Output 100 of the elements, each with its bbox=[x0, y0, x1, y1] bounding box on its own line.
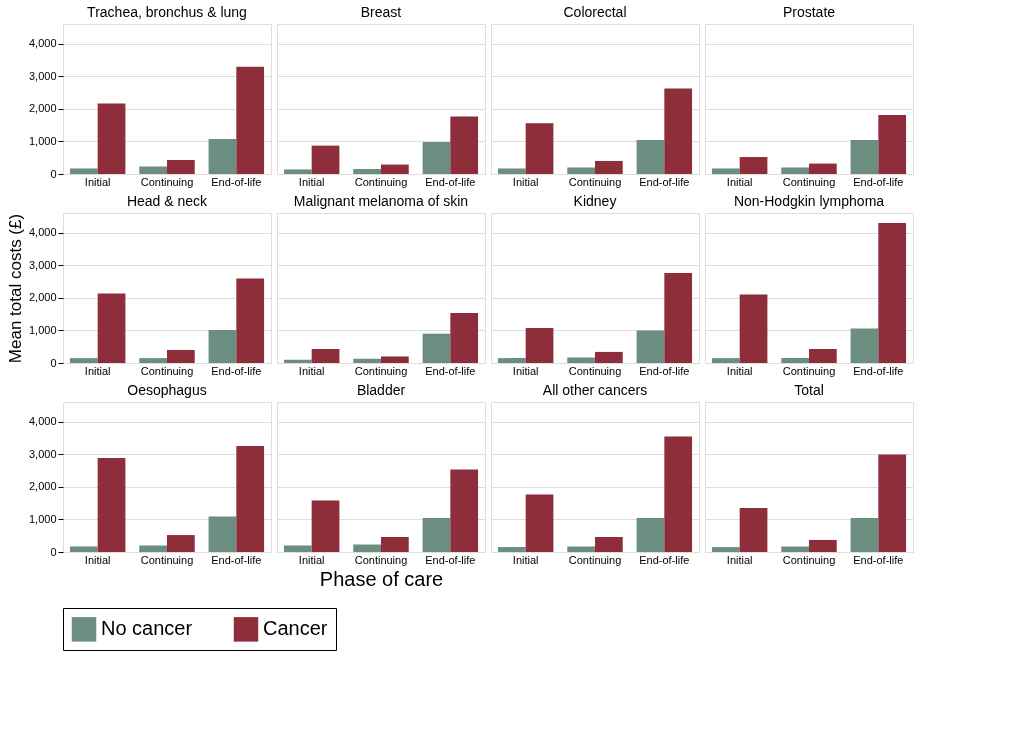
x-tick-label: Initial bbox=[298, 175, 325, 188]
bar bbox=[97, 293, 126, 363]
bar bbox=[208, 330, 237, 363]
bar bbox=[381, 164, 409, 174]
chart-title: Head & neck bbox=[126, 193, 209, 209]
bar bbox=[739, 294, 768, 363]
chart-title: Kidney bbox=[573, 193, 617, 209]
bar bbox=[422, 142, 451, 174]
chart-title: Trachea, bronchus & lung bbox=[87, 4, 247, 20]
chart-title: Breast bbox=[360, 4, 402, 20]
bar bbox=[69, 168, 98, 174]
bar bbox=[139, 166, 167, 174]
y-tick-label: 4,000 bbox=[28, 37, 57, 50]
bar bbox=[167, 535, 195, 552]
bar bbox=[311, 348, 340, 363]
bar bbox=[664, 88, 693, 174]
y-tick-label: 2,000 bbox=[28, 291, 57, 304]
bar bbox=[497, 358, 526, 363]
x-tick-label: Initial bbox=[298, 553, 325, 566]
bar bbox=[450, 116, 479, 174]
bar bbox=[636, 518, 665, 552]
bar bbox=[595, 351, 623, 363]
x-tick-label: Initial bbox=[726, 364, 753, 377]
chart-title: All other cancers bbox=[542, 382, 648, 398]
chart-title: Colorectal bbox=[563, 4, 627, 20]
chart-title: Malignant melanoma of skin bbox=[293, 193, 469, 209]
x-tick-label: End-of-life bbox=[853, 364, 904, 377]
y-tick-label: 4,000 bbox=[28, 226, 57, 239]
x-tick-label: Continuing bbox=[354, 175, 408, 188]
chart-title: Bladder bbox=[356, 382, 406, 398]
bar bbox=[878, 114, 907, 174]
x-tick-label: Continuing bbox=[354, 364, 408, 377]
bar bbox=[381, 356, 409, 363]
bar bbox=[567, 167, 595, 174]
x-tick-label: End-of-life bbox=[211, 553, 262, 566]
bar bbox=[850, 328, 879, 363]
bar bbox=[878, 454, 907, 552]
y-tick-label: 3,000 bbox=[28, 258, 57, 271]
bar bbox=[208, 139, 237, 174]
bar bbox=[809, 348, 837, 363]
y-tick-label: 3,000 bbox=[28, 69, 57, 82]
chart-title: Oesophagus bbox=[127, 382, 207, 398]
y-tick-label: 1,000 bbox=[28, 323, 57, 336]
bar bbox=[711, 547, 740, 552]
bar bbox=[781, 546, 809, 552]
bar bbox=[236, 278, 265, 363]
bar bbox=[236, 446, 265, 552]
x-tick-label: End-of-life bbox=[639, 553, 690, 566]
x-tick-label: Initial bbox=[726, 175, 753, 188]
bar bbox=[781, 167, 809, 174]
y-tick-label: 0 bbox=[50, 356, 57, 369]
bar bbox=[311, 500, 340, 552]
bar bbox=[664, 273, 693, 363]
bar bbox=[525, 123, 554, 174]
bar bbox=[497, 168, 526, 174]
bar bbox=[283, 359, 312, 363]
x-tick-label: End-of-life bbox=[639, 364, 690, 377]
bar bbox=[739, 507, 768, 552]
x-tick-label: End-of-life bbox=[853, 553, 904, 566]
y-tick-label: 0 bbox=[50, 167, 57, 180]
y-tick-label: 2,000 bbox=[28, 480, 57, 493]
x-tick-label: Initial bbox=[726, 553, 753, 566]
bar bbox=[711, 168, 740, 174]
chart-title: Non-Hodgkin lymphoma bbox=[733, 193, 885, 209]
bar bbox=[381, 537, 409, 552]
x-tick-label: Continuing bbox=[568, 175, 622, 188]
x-tick-label: Continuing bbox=[782, 553, 836, 566]
bar bbox=[809, 539, 837, 552]
x-tick-label: Initial bbox=[84, 175, 111, 188]
y-tick-label: 3,000 bbox=[28, 447, 57, 460]
x-tick-label: Continuing bbox=[140, 553, 194, 566]
bar bbox=[422, 518, 451, 552]
x-tick-label: End-of-life bbox=[425, 553, 476, 566]
bar bbox=[353, 358, 381, 363]
x-tick-label: Continuing bbox=[568, 553, 622, 566]
x-tick-label: End-of-life bbox=[425, 364, 476, 377]
bar bbox=[636, 140, 665, 174]
x-tick-label: Continuing bbox=[140, 364, 194, 377]
y-axis-title: Mean total costs (£) bbox=[5, 213, 25, 364]
bar bbox=[311, 145, 340, 174]
x-tick-label: End-of-life bbox=[425, 175, 476, 188]
x-tick-label: Initial bbox=[512, 553, 539, 566]
x-tick-label: Initial bbox=[512, 364, 539, 377]
bar bbox=[636, 330, 665, 363]
chart-title: Total bbox=[794, 382, 824, 398]
bar bbox=[595, 160, 623, 174]
x-tick-label: End-of-life bbox=[211, 175, 262, 188]
y-tick-label: 2,000 bbox=[28, 102, 57, 115]
bar bbox=[283, 545, 312, 552]
bar bbox=[850, 518, 879, 552]
bar bbox=[567, 546, 595, 552]
y-tick-label: 1,000 bbox=[28, 512, 57, 525]
bar bbox=[664, 436, 693, 552]
bar bbox=[167, 349, 195, 363]
x-tick-label: Initial bbox=[298, 364, 325, 377]
y-tick-label: 0 bbox=[50, 545, 57, 558]
bar bbox=[878, 223, 907, 363]
x-tick-label: End-of-life bbox=[211, 364, 262, 377]
bar bbox=[97, 458, 126, 552]
bar bbox=[450, 313, 479, 363]
